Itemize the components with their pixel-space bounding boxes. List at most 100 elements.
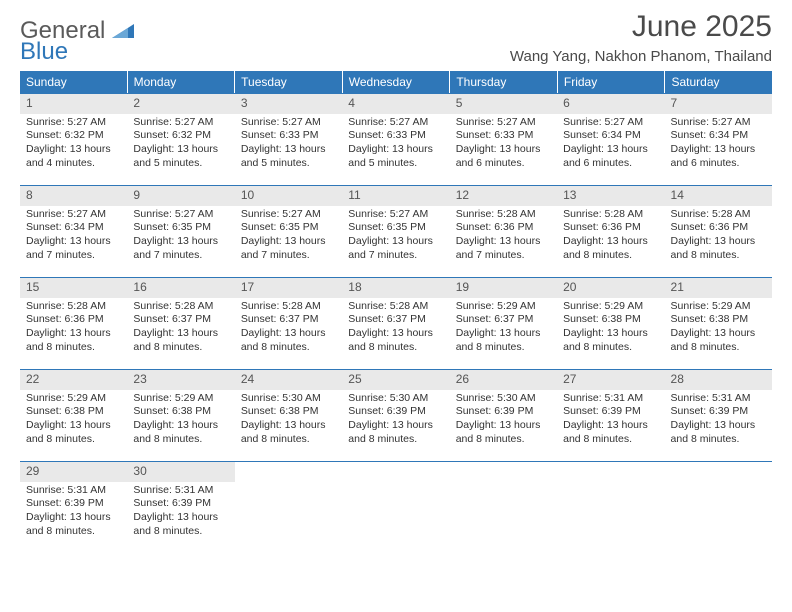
day-number: 4 [342, 94, 449, 114]
daylight-text: Daylight: 13 hours and 8 minutes. [456, 327, 551, 354]
day-body: Sunrise: 5:31 AMSunset: 6:39 PMDaylight:… [127, 482, 234, 545]
daylight-text: Daylight: 13 hours and 4 minutes. [26, 143, 121, 170]
calendar-day: 5Sunrise: 5:27 AMSunset: 6:33 PMDaylight… [450, 94, 557, 185]
sunset-text: Sunset: 6:36 PM [26, 313, 121, 327]
daylight-text: Daylight: 13 hours and 7 minutes. [133, 235, 228, 262]
day-number: 21 [665, 278, 772, 298]
sunrise-text: Sunrise: 5:27 AM [241, 116, 336, 130]
title-block: June 2025 Wang Yang, Nakhon Phanom, Thai… [510, 10, 772, 65]
sunrise-text: Sunrise: 5:29 AM [133, 392, 228, 406]
sunrise-text: Sunrise: 5:28 AM [671, 208, 766, 222]
sunset-text: Sunset: 6:39 PM [563, 405, 658, 419]
daylight-text: Daylight: 13 hours and 8 minutes. [671, 419, 766, 446]
day-body: Sunrise: 5:30 AMSunset: 6:38 PMDaylight:… [235, 390, 342, 453]
sunrise-text: Sunrise: 5:27 AM [133, 116, 228, 130]
sunrise-text: Sunrise: 5:28 AM [456, 208, 551, 222]
day-body: Sunrise: 5:28 AMSunset: 6:37 PMDaylight:… [127, 298, 234, 361]
calendar-week-row: 8Sunrise: 5:27 AMSunset: 6:34 PMDaylight… [20, 185, 772, 277]
logo-text: General Blue [20, 18, 134, 64]
page-header: General Blue June 2025 Wang Yang, Nakhon… [20, 10, 772, 65]
weekday-header: Monday [128, 71, 236, 93]
daylight-text: Daylight: 13 hours and 8 minutes. [133, 511, 228, 538]
calendar-day-empty [235, 462, 342, 553]
calendar-week-row: 29Sunrise: 5:31 AMSunset: 6:39 PMDayligh… [20, 461, 772, 553]
day-number: 28 [665, 370, 772, 390]
calendar-week-row: 15Sunrise: 5:28 AMSunset: 6:36 PMDayligh… [20, 277, 772, 369]
sunrise-text: Sunrise: 5:29 AM [671, 300, 766, 314]
day-number: 6 [557, 94, 664, 114]
day-body: Sunrise: 5:27 AMSunset: 6:32 PMDaylight:… [127, 114, 234, 177]
day-body: Sunrise: 5:27 AMSunset: 6:35 PMDaylight:… [235, 206, 342, 269]
sunrise-text: Sunrise: 5:27 AM [26, 208, 121, 222]
day-number: 8 [20, 186, 127, 206]
day-body: Sunrise: 5:28 AMSunset: 6:37 PMDaylight:… [342, 298, 449, 361]
sunrise-text: Sunrise: 5:27 AM [348, 116, 443, 130]
calendar-day: 27Sunrise: 5:31 AMSunset: 6:39 PMDayligh… [557, 370, 664, 461]
daylight-text: Daylight: 13 hours and 7 minutes. [26, 235, 121, 262]
day-body: Sunrise: 5:28 AMSunset: 6:36 PMDaylight:… [450, 206, 557, 269]
day-body: Sunrise: 5:31 AMSunset: 6:39 PMDaylight:… [665, 390, 772, 453]
sunrise-text: Sunrise: 5:27 AM [348, 208, 443, 222]
weekday-header: Tuesday [235, 71, 343, 93]
calendar-day: 25Sunrise: 5:30 AMSunset: 6:39 PMDayligh… [342, 370, 449, 461]
sunset-text: Sunset: 6:33 PM [348, 129, 443, 143]
weekday-header: Sunday [20, 71, 128, 93]
sunset-text: Sunset: 6:35 PM [241, 221, 336, 235]
day-number: 7 [665, 94, 772, 114]
logo: General Blue [20, 10, 134, 64]
day-number: 26 [450, 370, 557, 390]
calendar-day-empty [665, 462, 772, 553]
day-number: 10 [235, 186, 342, 206]
day-number: 17 [235, 278, 342, 298]
daylight-text: Daylight: 13 hours and 8 minutes. [133, 327, 228, 354]
day-body: Sunrise: 5:30 AMSunset: 6:39 PMDaylight:… [450, 390, 557, 453]
calendar-day: 12Sunrise: 5:28 AMSunset: 6:36 PMDayligh… [450, 186, 557, 277]
calendar-day: 13Sunrise: 5:28 AMSunset: 6:36 PMDayligh… [557, 186, 664, 277]
sunset-text: Sunset: 6:38 PM [241, 405, 336, 419]
weekday-header: Wednesday [343, 71, 451, 93]
day-body: Sunrise: 5:29 AMSunset: 6:38 PMDaylight:… [665, 298, 772, 361]
daylight-text: Daylight: 13 hours and 8 minutes. [26, 419, 121, 446]
day-number: 23 [127, 370, 234, 390]
day-number: 18 [342, 278, 449, 298]
calendar-day: 4Sunrise: 5:27 AMSunset: 6:33 PMDaylight… [342, 94, 449, 185]
sunrise-text: Sunrise: 5:27 AM [241, 208, 336, 222]
calendar-day: 20Sunrise: 5:29 AMSunset: 6:38 PMDayligh… [557, 278, 664, 369]
sunrise-text: Sunrise: 5:30 AM [456, 392, 551, 406]
day-number: 25 [342, 370, 449, 390]
weekday-header-row: SundayMondayTuesdayWednesdayThursdayFrid… [20, 71, 772, 93]
daylight-text: Daylight: 13 hours and 6 minutes. [671, 143, 766, 170]
day-number: 16 [127, 278, 234, 298]
calendar-day: 26Sunrise: 5:30 AMSunset: 6:39 PMDayligh… [450, 370, 557, 461]
sunset-text: Sunset: 6:36 PM [563, 221, 658, 235]
calendar-body: 1Sunrise: 5:27 AMSunset: 6:32 PMDaylight… [20, 93, 772, 553]
day-number: 2 [127, 94, 234, 114]
sunset-text: Sunset: 6:34 PM [671, 129, 766, 143]
day-number: 14 [665, 186, 772, 206]
day-number: 13 [557, 186, 664, 206]
day-number: 11 [342, 186, 449, 206]
weekday-header: Thursday [450, 71, 558, 93]
day-number: 1 [20, 94, 127, 114]
sunset-text: Sunset: 6:34 PM [26, 221, 121, 235]
calendar-day: 2Sunrise: 5:27 AMSunset: 6:32 PMDaylight… [127, 94, 234, 185]
day-body: Sunrise: 5:27 AMSunset: 6:35 PMDaylight:… [127, 206, 234, 269]
day-number: 19 [450, 278, 557, 298]
calendar-day: 16Sunrise: 5:28 AMSunset: 6:37 PMDayligh… [127, 278, 234, 369]
day-body: Sunrise: 5:29 AMSunset: 6:38 PMDaylight:… [127, 390, 234, 453]
daylight-text: Daylight: 13 hours and 7 minutes. [456, 235, 551, 262]
day-body: Sunrise: 5:28 AMSunset: 6:37 PMDaylight:… [235, 298, 342, 361]
calendar: SundayMondayTuesdayWednesdayThursdayFrid… [20, 71, 772, 553]
day-body: Sunrise: 5:27 AMSunset: 6:35 PMDaylight:… [342, 206, 449, 269]
sunrise-text: Sunrise: 5:29 AM [26, 392, 121, 406]
day-number: 24 [235, 370, 342, 390]
sunset-text: Sunset: 6:38 PM [563, 313, 658, 327]
logo-triangle-icon [112, 17, 134, 44]
sunrise-text: Sunrise: 5:31 AM [671, 392, 766, 406]
sunrise-text: Sunrise: 5:27 AM [133, 208, 228, 222]
daylight-text: Daylight: 13 hours and 6 minutes. [563, 143, 658, 170]
sunset-text: Sunset: 6:39 PM [456, 405, 551, 419]
day-number-empty [342, 462, 449, 482]
daylight-text: Daylight: 13 hours and 8 minutes. [241, 419, 336, 446]
day-body: Sunrise: 5:27 AMSunset: 6:33 PMDaylight:… [235, 114, 342, 177]
